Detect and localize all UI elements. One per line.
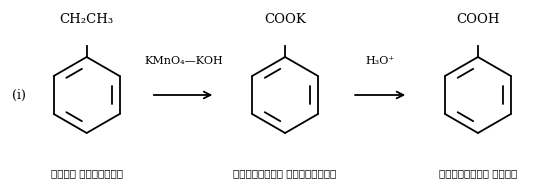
- Text: एथिल बेन्जीन: एथिल बेन्जीन: [51, 169, 122, 179]
- Text: KMnO₄—KOH: KMnO₄—KOH: [144, 56, 222, 66]
- Text: पोटैशियम बेन्जोएट: पोटैशियम बेन्जोएट: [234, 169, 337, 179]
- Text: H₃O⁺: H₃O⁺: [366, 56, 395, 66]
- Text: COOK: COOK: [264, 13, 306, 26]
- Text: COOH: COOH: [456, 13, 500, 26]
- Text: CH₂CH₃: CH₂CH₃: [60, 13, 113, 26]
- Text: बेन्जोइक अम्ल: बेन्जोइक अम्ल: [439, 169, 517, 179]
- Text: (i): (i): [12, 89, 26, 101]
